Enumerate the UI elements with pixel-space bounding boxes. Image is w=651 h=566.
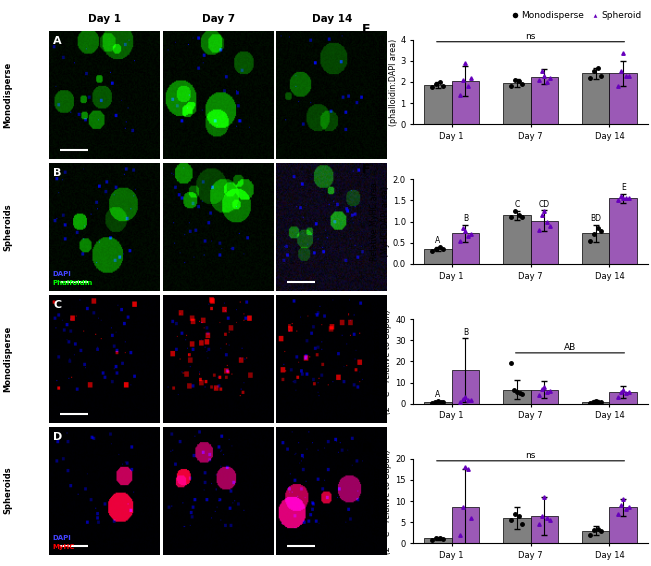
Text: A: A: [436, 237, 441, 245]
Bar: [609, 507, 637, 543]
Bar: [424, 85, 452, 125]
Text: DAPI: DAPI: [52, 534, 71, 541]
Text: E: E: [362, 23, 370, 36]
Text: Phalfoidin: Phalfoidin: [52, 281, 92, 286]
Bar: [452, 370, 479, 404]
Bar: [503, 83, 531, 125]
Text: F: F: [362, 162, 370, 175]
Text: H: H: [362, 442, 372, 455]
Y-axis label: Relative phalloidin area
(phalloidin:DAPI area): Relative phalloidin area (phalloidin:DAP…: [378, 35, 398, 130]
Bar: [609, 392, 637, 404]
Text: B: B: [463, 215, 468, 224]
Bar: [531, 221, 558, 264]
Bar: [531, 390, 558, 404]
Bar: [452, 507, 479, 543]
Text: DAPI: DAPI: [52, 271, 71, 277]
Bar: [424, 401, 452, 404]
Text: B: B: [463, 328, 468, 337]
Bar: [424, 249, 452, 264]
Text: Day 1: Day 1: [88, 14, 121, 24]
Text: ns: ns: [525, 451, 536, 460]
Bar: [582, 531, 609, 543]
Text: ns: ns: [525, 32, 536, 41]
Bar: [582, 234, 609, 264]
Legend: Monodisperse, Spheroid: Monodisperse, Spheroid: [508, 7, 645, 24]
Text: C: C: [514, 200, 519, 209]
Bar: [582, 401, 609, 404]
Bar: [424, 538, 452, 543]
Text: E: E: [621, 183, 626, 192]
Text: A: A: [53, 36, 62, 46]
Text: C: C: [53, 300, 61, 310]
Bar: [503, 518, 531, 543]
Text: Monodisperse: Monodisperse: [3, 62, 12, 128]
Bar: [531, 516, 558, 543]
Y-axis label: Relative MyHC area
(MyHC:DAPI area): Relative MyHC area (MyHC:DAPI area): [370, 182, 390, 261]
Y-axis label: Myod expression
(2⁻ᴸᴸCᶜᵀ relative to Gapdh): Myod expression (2⁻ᴸᴸCᶜᵀ relative to Gap…: [373, 309, 393, 414]
Bar: [503, 390, 531, 404]
Text: BD: BD: [590, 215, 601, 224]
Y-axis label: Myog expression
(2⁻ᴸᴸCᶜᵀ relative to Gapdh): Myog expression (2⁻ᴸᴸCᶜᵀ relative to Gap…: [373, 448, 393, 554]
Bar: [609, 198, 637, 264]
Text: Day 7: Day 7: [202, 14, 234, 24]
Bar: [582, 74, 609, 125]
Bar: [609, 74, 637, 125]
Text: AB: AB: [564, 343, 576, 352]
Text: Spheroids: Spheroids: [3, 467, 12, 514]
Text: A: A: [436, 391, 441, 400]
Bar: [452, 234, 479, 264]
Text: G: G: [362, 302, 372, 315]
Text: Spheroids: Spheroids: [3, 203, 12, 251]
Bar: [531, 76, 558, 125]
Text: CD: CD: [539, 200, 550, 208]
Text: D: D: [53, 432, 62, 442]
Text: Monodisperse: Monodisperse: [3, 325, 12, 392]
Text: MyHC: MyHC: [52, 544, 74, 550]
Bar: [452, 81, 479, 125]
Text: B: B: [53, 168, 62, 178]
Text: Day 14: Day 14: [312, 14, 352, 24]
Bar: [503, 215, 531, 264]
